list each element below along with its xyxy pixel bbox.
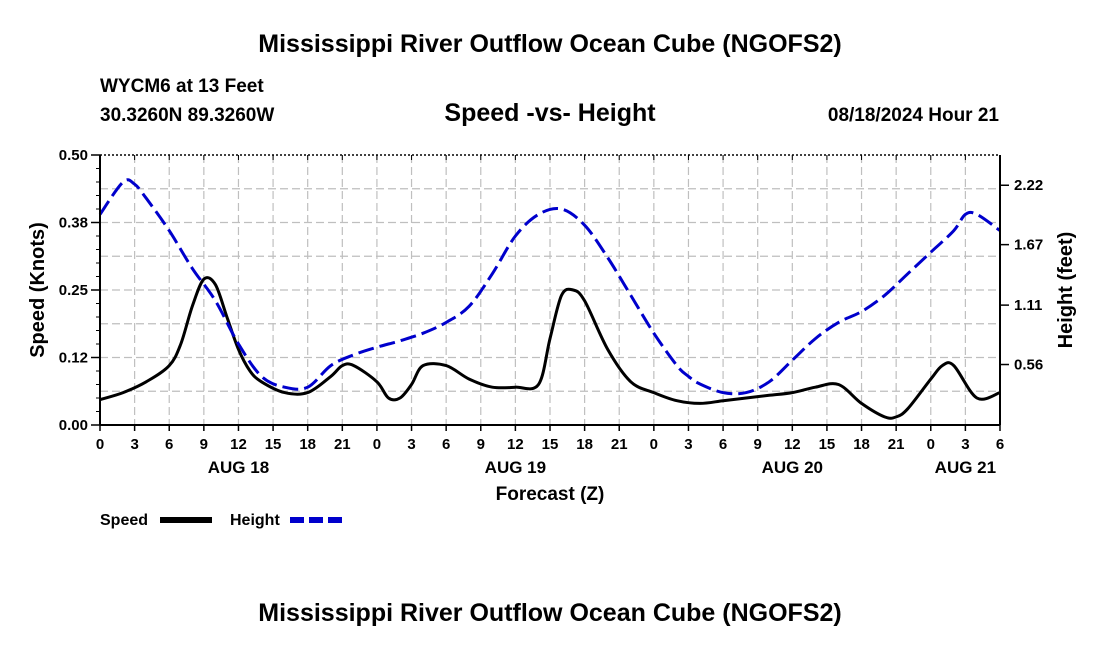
x-tick-label: 0 [373,436,381,453]
forecast-datetime: 08/18/2024 Hour 21 [827,105,999,126]
x-axis-label: Forecast (Z) [496,484,605,505]
y-axis-label: Speed (Knots) [27,222,49,358]
x-tick-label: 0 [96,436,104,453]
legend: Speed Height [100,512,342,529]
x-tick-label: 18 [853,436,870,453]
y2-tick-label: 1.11 [1014,297,1042,314]
x-tick-label: 6 [996,436,1004,453]
date-label: AUG 21 [935,458,996,477]
chart-main-title: Mississippi River Outflow Ocean Cube (NG… [258,30,842,58]
x-tick-label: 3 [407,436,415,453]
x-tick-label: 21 [888,436,905,453]
series-line-height [98,178,1001,396]
x-tick-label: 3 [961,436,969,453]
x-tick-label: 9 [754,436,762,453]
y2-tick-label: 2.22 [1014,177,1043,194]
date-label: AUG 19 [485,458,546,477]
y2-tick-label: 0.56 [1014,357,1043,374]
x-tick-label: 12 [230,436,247,453]
y-tick-label: 0.00 [59,417,88,434]
x-tick-label: 21 [611,436,628,453]
axes: 0 3 6 9 12 15 18 21 0 3 6 9 12 15 18 21 0 3 6 9 12 15 18 21 0 3 6 0… [59,147,1043,477]
chart-subtitle: Speed -vs- Height [444,99,656,127]
y-tick-label: 0.50 [59,147,88,164]
legend-label-height: Height [230,512,280,529]
x-tick-label: 9 [477,436,485,453]
x-tick-label: 18 [576,436,593,453]
x-tick-label: 15 [265,436,282,453]
y-tick-label: 0.25 [59,282,88,299]
x-tick-label: 18 [299,436,316,453]
x-tick-label: 6 [719,436,727,453]
x-tick-label: 15 [819,436,836,453]
x-tick-label: 3 [684,436,692,453]
series-layer [98,178,1001,420]
x-tick-label: 21 [334,436,351,453]
x-tick-label: 9 [200,436,208,453]
x-tick-label: 3 [130,436,138,453]
x-tick-label: 12 [784,436,801,453]
x-tick-label: 0 [927,436,935,453]
station-coordinates: 30.3260N 89.3260W [100,105,275,126]
footer-title: Mississippi River Outflow Ocean Cube (NG… [258,599,842,627]
y-tick-label: 0.12 [59,350,88,367]
y2-axis-label: Height (feet) [1055,232,1077,349]
y-tick-label: 0.38 [59,215,88,232]
x-tick-label: 6 [165,436,173,453]
date-label: AUG 20 [762,458,823,477]
legend-label-speed: Speed [100,512,148,529]
station-label: WYCM6 at 13 Feet [100,76,264,97]
grid [100,155,1000,425]
x-tick-label: 12 [507,436,524,453]
date-label: AUG 18 [208,458,269,477]
x-tick-label: 15 [542,436,559,453]
y2-tick-label: 1.67 [1014,237,1043,254]
x-tick-label: 6 [442,436,450,453]
x-tick-label: 0 [650,436,658,453]
